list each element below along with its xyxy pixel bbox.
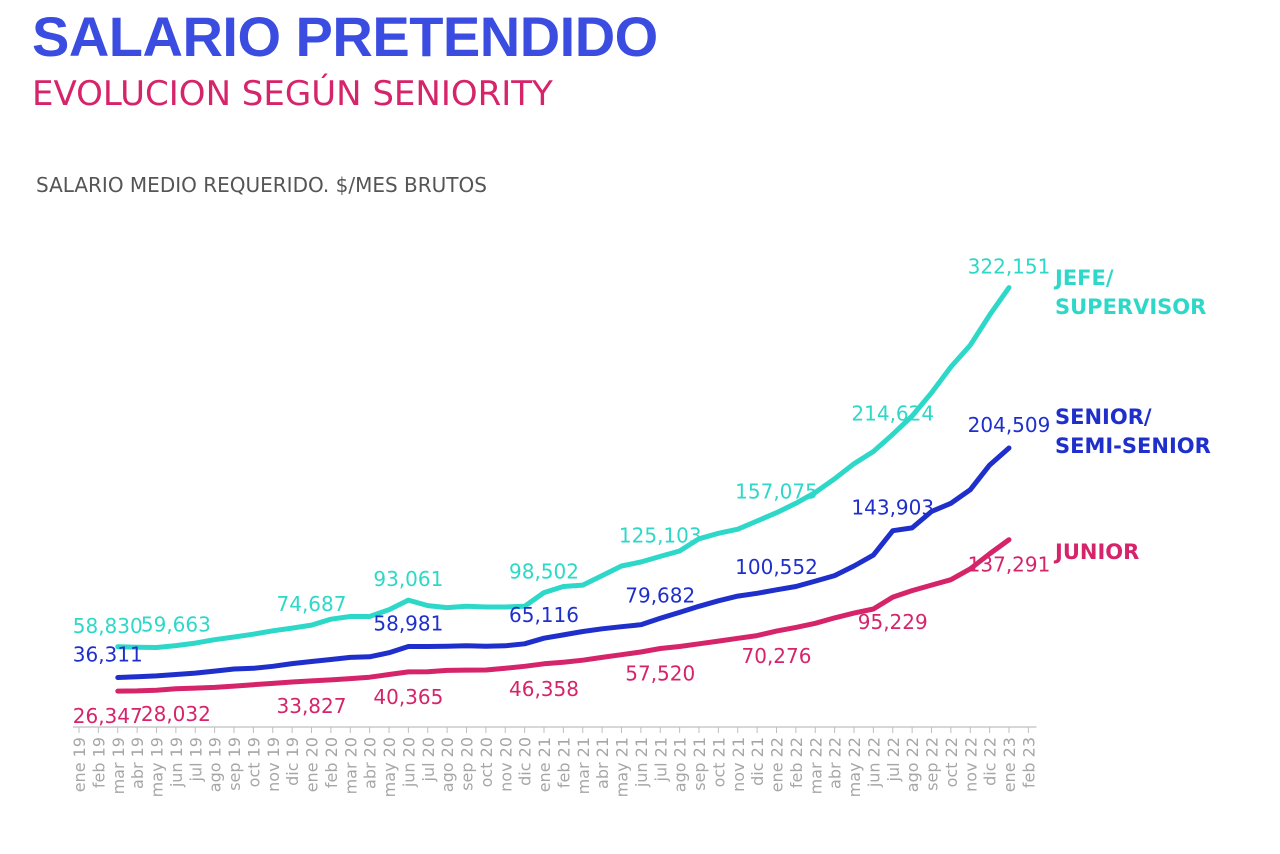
data-label: 74,687	[277, 592, 347, 616]
data-label: 137,291	[968, 553, 1051, 577]
x-tick-label: sep 20	[458, 737, 477, 791]
data-label: 79,682	[625, 583, 695, 607]
x-tick-label: feb 21	[554, 737, 573, 788]
x-tick-label: jul 19	[186, 737, 205, 782]
x-tick-label: ago 22	[903, 737, 922, 792]
x-tick-label: abr 20	[361, 737, 380, 789]
x-tick-label: oct 22	[942, 737, 961, 787]
data-label: 100,552	[735, 555, 818, 579]
data-label: 93,061	[373, 567, 443, 591]
x-tick-label: nov 22	[961, 737, 980, 792]
x-tick-label: oct 21	[709, 737, 728, 787]
data-label: 65,116	[509, 603, 579, 627]
x-tick-label: jun 22	[864, 737, 883, 788]
series-line-2	[115, 537, 1012, 694]
measure-label: SALARIO MEDIO REQUERIDO. $/MES BRUTOS	[36, 173, 487, 197]
x-tick-label: sep 22	[923, 737, 942, 791]
x-tick-label: dic 21	[748, 737, 767, 786]
x-tick-label: jul 21	[651, 737, 670, 782]
data-label: 46,358	[509, 677, 579, 701]
x-tick-label: oct 20	[477, 737, 496, 787]
series-line-1	[115, 445, 1012, 680]
x-tick-label: abr 21	[593, 737, 612, 789]
x-tick-label: ene 19	[70, 737, 89, 792]
x-tick-label: ago 21	[671, 737, 690, 792]
series-label: SUPERVISOR	[1055, 295, 1206, 319]
x-tick-label: nov 20	[496, 737, 515, 792]
x-tick-label: jun 20	[399, 737, 418, 788]
x-tick-label: sep 21	[690, 737, 709, 791]
series-line-0	[115, 285, 1012, 650]
series-label: JEFE/	[1053, 266, 1114, 290]
x-tick-label: mar 22	[806, 737, 825, 794]
x-tick-label: jul 20	[419, 737, 438, 782]
series-label: SEMI-SENIOR	[1055, 434, 1211, 458]
series-label: SENIOR/	[1055, 405, 1152, 429]
x-tick-label: feb 23	[1019, 737, 1038, 788]
data-label: 157,075	[735, 480, 818, 504]
x-tick-label: dic 22	[981, 737, 1000, 786]
x-tick-label: nov 19	[264, 737, 283, 792]
data-label: 57,520	[625, 662, 695, 686]
data-label: 33,827	[277, 694, 347, 718]
data-label: 70,276	[742, 644, 812, 668]
data-label: 98,502	[509, 560, 579, 584]
data-label: 36,311	[73, 642, 143, 666]
data-label: 125,103	[619, 523, 702, 547]
x-tick-label: nov 21	[729, 737, 748, 792]
data-label: 58,981	[373, 612, 443, 636]
x-tick-label: ene 21	[535, 737, 554, 792]
x-tick-label: mar 21	[574, 737, 593, 794]
chart-title: SALARIO PRETENDIDO	[32, 5, 658, 68]
x-tick-label: may 22	[845, 737, 864, 797]
x-tick-label: ago 20	[438, 737, 457, 792]
x-tick-label: mar 20	[341, 737, 360, 794]
x-tick-label: jun 21	[632, 737, 651, 788]
x-tick-label: abr 19	[128, 737, 147, 789]
x-tick-label: feb 19	[89, 737, 108, 788]
x-tick-label: ene 22	[768, 737, 787, 792]
x-tick-label: oct 19	[244, 737, 263, 787]
x-tick-label: dic 20	[516, 737, 535, 786]
chart-subtitle: EVOLUCION SEGÚN SENIORITY	[32, 74, 553, 114]
x-tick-label: dic 19	[283, 737, 302, 786]
x-tick-label: may 20	[380, 737, 399, 797]
data-label: 59,663	[141, 613, 211, 637]
x-tick-label: jun 19	[167, 737, 186, 788]
x-tick-label: feb 20	[322, 737, 341, 788]
data-label: 322,151	[968, 255, 1051, 279]
data-label: 214,624	[851, 401, 934, 425]
x-tick-label: feb 22	[787, 737, 806, 788]
data-label: 26,347	[73, 704, 143, 728]
x-tick-label: ene 23	[1000, 737, 1019, 792]
x-tick-label: may 21	[613, 737, 632, 797]
data-label: 95,229	[858, 610, 928, 634]
data-label: 28,032	[141, 702, 211, 726]
x-tick-label: ago 19	[206, 737, 225, 792]
x-tick-label: may 19	[148, 737, 167, 797]
x-tick-label: sep 19	[225, 737, 244, 791]
x-tick-label: jul 22	[884, 737, 903, 782]
x-tick-label: abr 22	[826, 737, 845, 789]
data-label: 204,509	[968, 413, 1051, 437]
x-tick-label: mar 19	[109, 737, 128, 794]
series-label: JUNIOR	[1053, 540, 1139, 564]
data-label: 143,903	[851, 496, 934, 520]
data-label: 40,365	[373, 685, 443, 709]
x-tick-label: ene 20	[303, 737, 322, 792]
data-label: 58,830	[73, 614, 143, 638]
